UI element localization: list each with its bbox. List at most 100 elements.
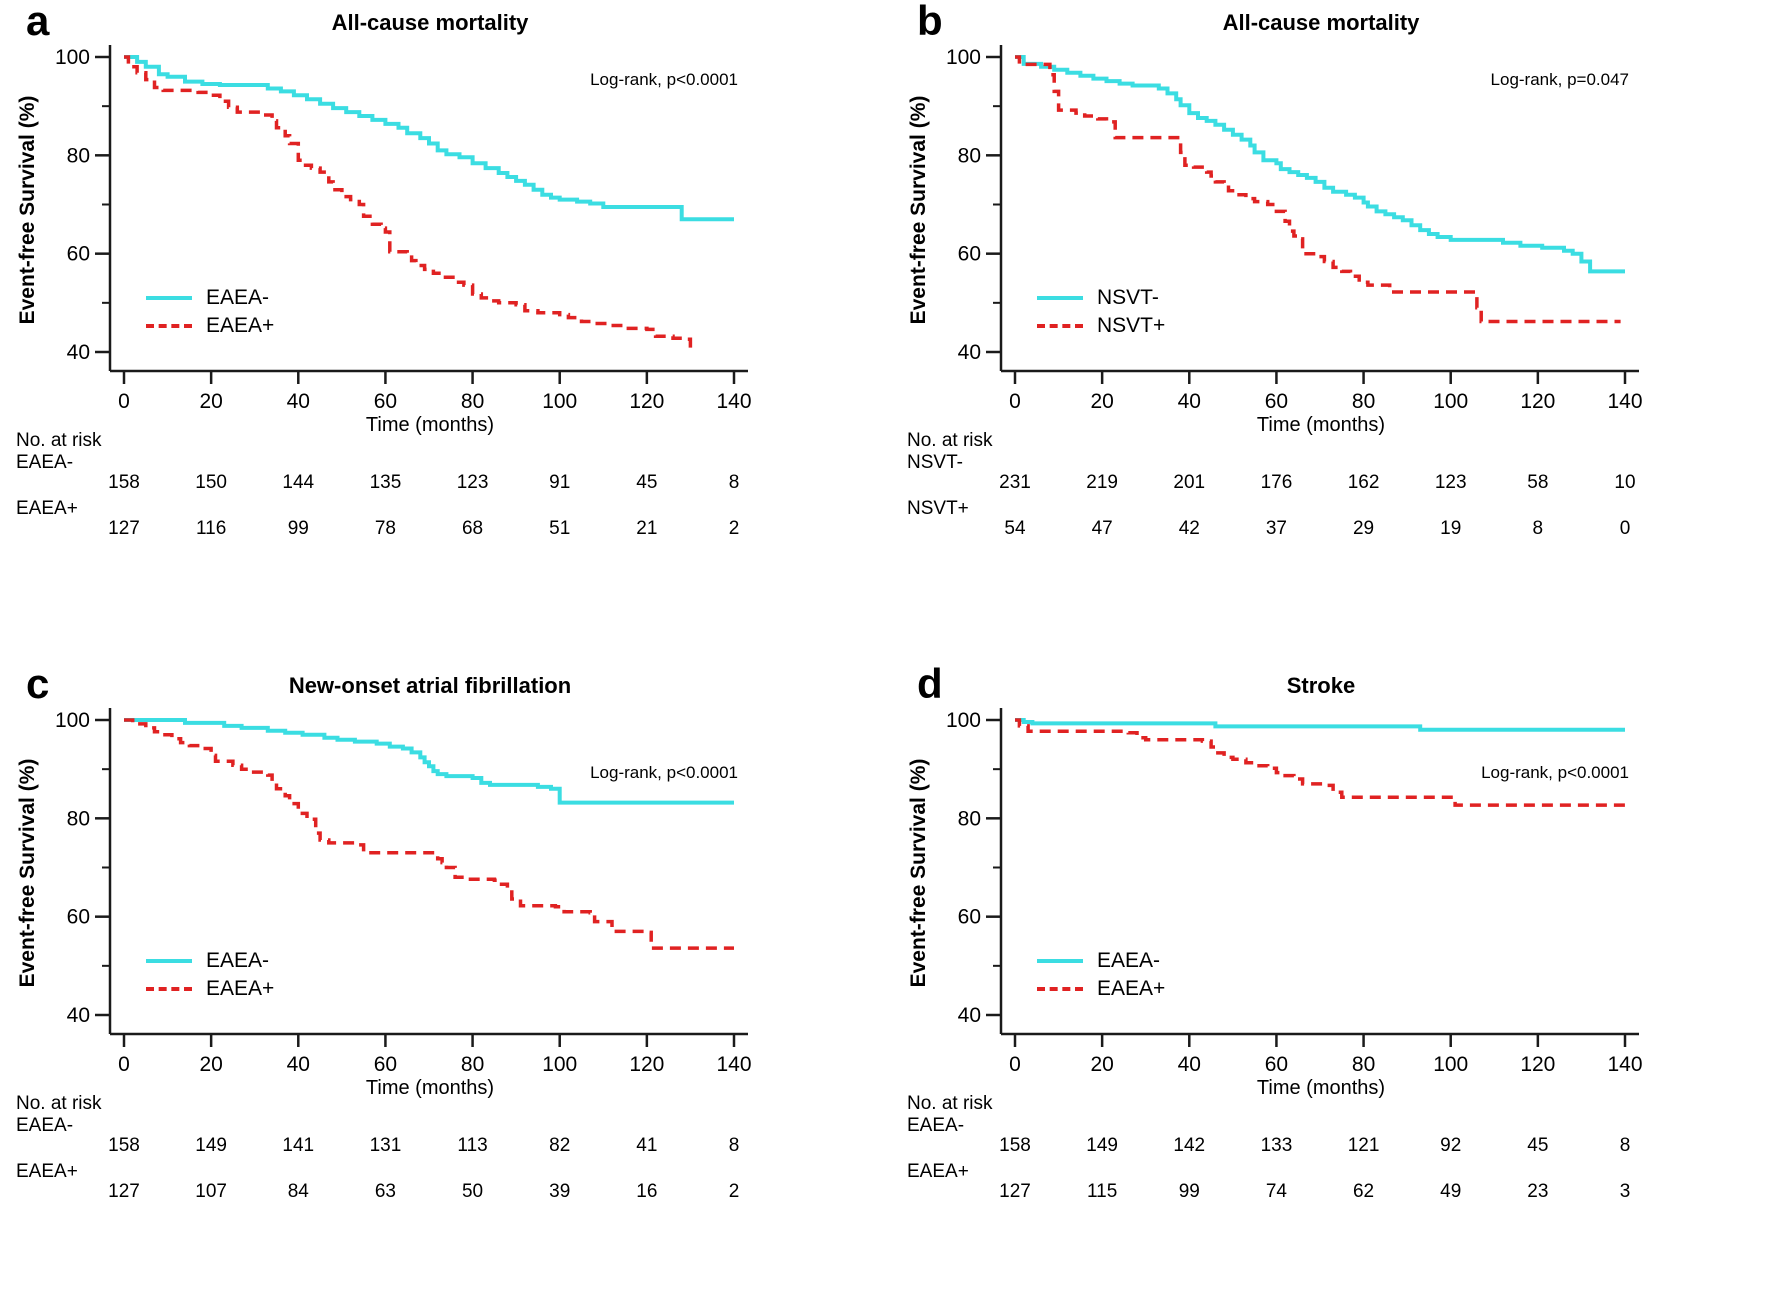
x-tick-label: 100 [542, 390, 577, 413]
legend-line-solid [146, 296, 192, 300]
y-tick-label: 40 [67, 1004, 90, 1027]
x-tick-label: 60 [1265, 390, 1288, 413]
legend-item-group2: EAEA+ [146, 312, 274, 340]
x-tick-label: 80 [1352, 1053, 1375, 1076]
survival-curve-eaea-neg [124, 718, 734, 805]
x-tick-label: 20 [199, 390, 222, 413]
x-tick-label: 80 [1352, 390, 1375, 413]
legend-item-group1: NSVT- [1037, 284, 1165, 312]
x-tick-label: 20 [1090, 390, 1113, 413]
x-tick-label: 120 [1520, 390, 1555, 413]
x-tick-label: 100 [542, 1053, 577, 1076]
x-tick-label: 0 [1009, 1053, 1021, 1076]
x-tick-label: 60 [374, 390, 397, 413]
x-tick-label: 40 [1178, 1053, 1201, 1076]
km-plot: 100 80 60 40 0 20 40 60 80 100 120 140 [55, 708, 752, 1076]
x-tick-label: 0 [118, 1053, 130, 1076]
y-tick-label: 100 [946, 709, 981, 732]
km-plot: 100 80 60 40 0 20 40 60 80 100 120 140 [55, 45, 752, 413]
legend-line-solid [146, 959, 192, 963]
x-tick-label: 60 [374, 1053, 397, 1076]
legend: EAEA- EAEA+ [1037, 947, 1165, 1003]
y-tick-label: 100 [946, 46, 981, 69]
legend: EAEA- EAEA+ [146, 947, 274, 1003]
panel-b: b All-cause mortality Event-free Surviva… [891, 0, 1783, 647]
panel-a: a All-cause mortality Event-free Surviva… [0, 0, 891, 647]
x-tick-label: 40 [287, 390, 310, 413]
x-tick-label: 40 [1178, 390, 1201, 413]
x-tick-label: 0 [118, 390, 130, 413]
legend-label-group2: EAEA+ [206, 314, 275, 337]
legend-line-dashed [1037, 987, 1083, 991]
x-tick-label: 80 [461, 390, 484, 413]
survival-curve-eaea-neg [1015, 718, 1625, 732]
x-tick-label: 60 [1265, 1053, 1288, 1076]
legend-item-group1: EAEA- [146, 947, 274, 975]
legend-item-group2: EAEA+ [1037, 975, 1165, 1003]
panel-title: All-cause mortality [1222, 10, 1420, 35]
logrank-annotation: Log-rank, p<0.0001 [590, 763, 738, 782]
x-axis-label: Time (months) [365, 414, 495, 436]
legend-line-solid [1037, 959, 1083, 963]
x-tick-label: 140 [716, 1053, 751, 1076]
legend-line-dashed [146, 324, 192, 328]
x-tick-label: 100 [1433, 390, 1468, 413]
x-tick-label: 140 [1607, 1053, 1642, 1076]
y-tick-label: 40 [958, 1004, 981, 1027]
x-tick-label: 140 [716, 390, 751, 413]
km-plot: 100 80 60 40 0 20 40 60 80 100 120 140 [946, 45, 1643, 413]
y-tick-label: 40 [67, 341, 90, 364]
legend-label-group1: NSVT- [1097, 286, 1159, 309]
x-tick-label: 80 [461, 1053, 484, 1076]
y-tick-label: 80 [958, 807, 981, 830]
y-tick-label: 80 [958, 144, 981, 167]
legend-line-dashed [146, 987, 192, 991]
y-tick-label: 60 [958, 906, 981, 929]
x-tick-label: 120 [1520, 1053, 1555, 1076]
x-axis-label: Time (months) [1256, 1077, 1386, 1099]
y-tick-label: 40 [958, 341, 981, 364]
survival-curve-nsvt-pos [1015, 55, 1621, 324]
y-tick-label: 80 [67, 144, 90, 167]
panel-letter: b [917, 0, 943, 44]
y-tick-label: 60 [958, 243, 981, 266]
x-tick-label: 20 [199, 1053, 222, 1076]
survival-curve-eaea-pos [124, 718, 734, 950]
legend-line-dashed [1037, 324, 1083, 328]
panel-d: d Stroke Event-free Survival (%) Log-ran… [891, 663, 1783, 1310]
legend-label-group1: EAEA- [206, 949, 270, 972]
survival-curve-eaea-pos [1015, 718, 1625, 807]
logrank-annotation: Log-rank, p=0.047 [1490, 70, 1629, 89]
logrank-annotation: Log-rank, p<0.0001 [1481, 763, 1629, 782]
survival-curve-nsvt-neg [1015, 55, 1625, 274]
legend: EAEA- EAEA+ [146, 284, 274, 340]
legend-item-group1: EAEA- [1037, 947, 1165, 975]
legend-label-group1: EAEA- [1097, 949, 1161, 972]
x-tick-label: 140 [1607, 390, 1642, 413]
legend-label-group1: EAEA- [206, 286, 270, 309]
x-axis-label: Time (months) [365, 1077, 495, 1099]
legend-line-solid [1037, 296, 1083, 300]
y-tick-label: 100 [55, 709, 90, 732]
legend-label-group2: NSVT+ [1097, 314, 1166, 337]
legend-label-group2: EAEA+ [1097, 977, 1166, 1000]
panel-c: c New-onset atrial fibrillation Event-fr… [0, 663, 891, 1310]
logrank-annotation: Log-rank, p<0.0001 [590, 70, 738, 89]
legend-item-group2: EAEA+ [146, 975, 274, 1003]
km-plot: 100 80 60 40 0 20 40 60 80 100 120 140 [946, 708, 1643, 1076]
panel-letter: a [26, 0, 50, 44]
panel-title: New-onset atrial fibrillation [288, 673, 572, 698]
panel-title: Stroke [1286, 673, 1356, 698]
survival-curve-eaea-pos [124, 55, 695, 351]
y-tick-label: 60 [67, 906, 90, 929]
survival-curve-eaea-neg [124, 55, 734, 222]
panel-letter: c [26, 660, 50, 707]
legend: NSVT- NSVT+ [1037, 284, 1165, 340]
x-tick-label: 20 [1090, 1053, 1113, 1076]
y-tick-label: 100 [55, 46, 90, 69]
legend-item-group1: EAEA- [146, 284, 274, 312]
panel-letter: d [917, 660, 943, 707]
y-tick-label: 60 [67, 243, 90, 266]
legend-item-group2: NSVT+ [1037, 312, 1165, 340]
